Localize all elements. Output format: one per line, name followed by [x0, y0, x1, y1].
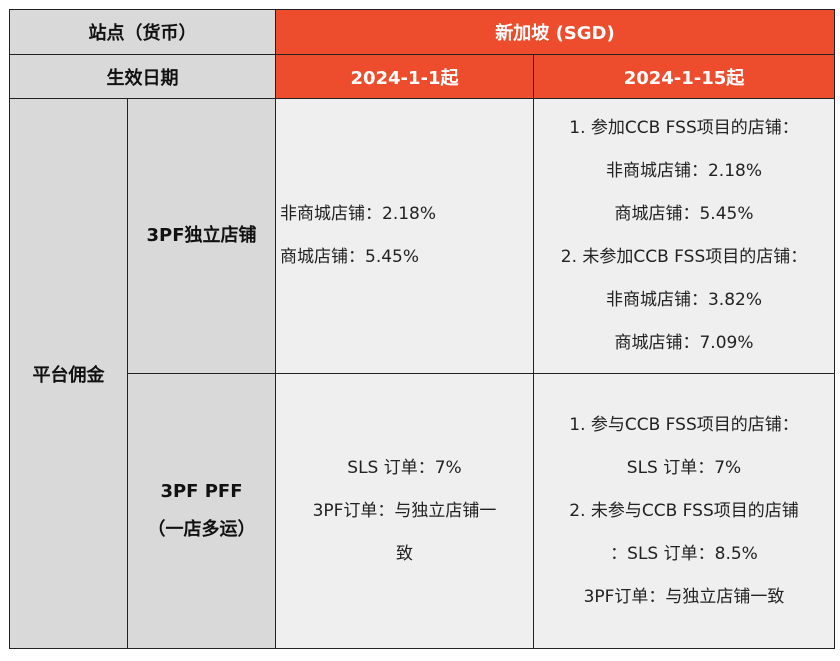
- cell-line: 1. 参与CCB FSS项目的店铺：: [569, 414, 799, 435]
- cell-line: SLS 订单：7%: [626, 457, 742, 478]
- date-col2: 2024-1-15起: [623, 67, 745, 89]
- table-row: 平台佣金 3PF独立店铺 非商城店铺：2.18% 商城店铺：5.45% 1. 参…: [9, 98, 835, 649]
- section-label-cell: 平台佣金: [9, 98, 128, 649]
- row-col1-cell: SLS 订单：7% 3PF订单：与独立店铺一 致: [275, 373, 534, 649]
- header-row-site: 站点（货币） 新加坡 (SGD): [9, 9, 835, 55]
- date-label-cell: 生效日期: [9, 54, 276, 99]
- cell-line: 3PF订单：与独立店铺一致: [583, 586, 785, 607]
- row-label-line: （一店多运）: [147, 519, 256, 540]
- date-col2-cell: 2024-1-15起: [533, 54, 835, 99]
- cell-line: 3PF订单：与独立店铺一: [312, 500, 497, 521]
- row-label-line: 3PF PFF: [160, 481, 243, 502]
- cell-line: 商城店铺：5.45%: [280, 247, 420, 267]
- table-row: 3PF PFF （一店多运） SLS 订单：7% 3PF订单：与独立店铺一 致 …: [10, 373, 835, 649]
- cell-line: 致: [396, 543, 413, 564]
- row-col2-cell: 1. 参与CCB FSS项目的店铺： SLS 订单：7% 2. 未参与CCB F…: [533, 373, 835, 649]
- row-col2-cell: 1. 参加CCB FSS项目的店铺： 非商城店铺：2.18% 商城店铺：5.45…: [533, 98, 835, 374]
- site-value-cell: 新加坡 (SGD): [275, 9, 835, 55]
- site-value: 新加坡 (SGD): [495, 23, 615, 44]
- date-label: 生效日期: [106, 67, 179, 89]
- cell-line: 1. 参加CCB FSS项目的店铺：: [569, 118, 799, 138]
- row-label-cell: 3PF独立店铺: [127, 98, 276, 374]
- commission-table: 站点（货币） 新加坡 (SGD) 生效日期 2024-1-1起 2024-1-1…: [9, 9, 835, 649]
- cell-line: 商城店铺：7.09%: [614, 333, 754, 353]
- cell-line: ：SLS 订单：8.5%: [610, 543, 758, 564]
- cell-line: 2. 未参加CCB FSS项目的店铺：: [560, 247, 808, 267]
- date-col1: 2024-1-1起: [350, 67, 459, 89]
- cell-line: SLS 订单：7%: [347, 457, 462, 478]
- cell-line: 2. 未参与CCB FSS项目的店铺: [569, 500, 799, 521]
- cell-line: 商城店铺：5.45%: [614, 204, 754, 224]
- cell-line: 非商城店铺：2.18%: [280, 204, 437, 224]
- row-label-cell: 3PF PFF （一店多运）: [127, 373, 276, 649]
- row-col1-cell: 非商城店铺：2.18% 商城店铺：5.45%: [275, 98, 534, 374]
- date-col1-cell: 2024-1-1起: [275, 54, 534, 99]
- cell-line: 非商城店铺：2.18%: [605, 161, 762, 181]
- cell-line: 非商城店铺：3.82%: [605, 290, 762, 310]
- site-label-cell: 站点（货币）: [9, 9, 276, 55]
- section-label: 平台佣金: [32, 364, 105, 386]
- row-label-line: 3PF独立店铺: [146, 225, 257, 246]
- commission-table-container: 站点（货币） 新加坡 (SGD) 生效日期 2024-1-1起 2024-1-1…: [9, 9, 835, 649]
- site-label: 站点（货币）: [88, 23, 197, 44]
- header-row-date: 生效日期 2024-1-1起 2024-1-15起: [9, 54, 835, 99]
